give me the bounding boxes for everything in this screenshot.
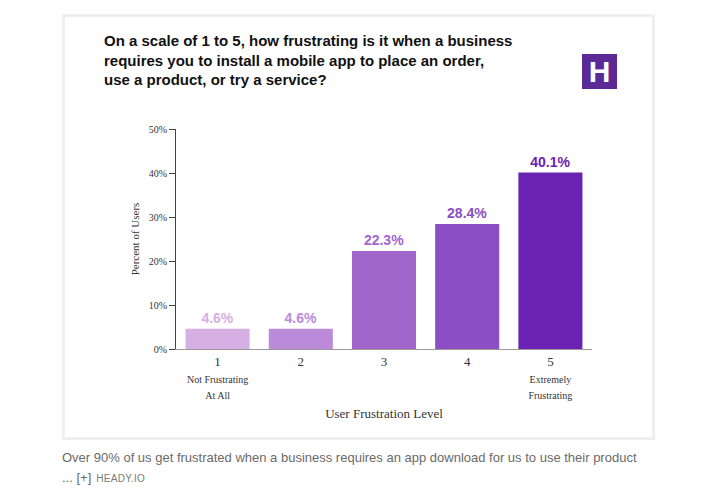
svg-text:4.6%: 4.6% — [201, 310, 233, 326]
html-text:Over 90% of us get frustrated: Over 90% of us get frustrated when a bus… — [62, 450, 637, 485]
svg-text:20%: 20% — [149, 256, 167, 267]
svg-text:4: 4 — [464, 354, 471, 369]
svg-text:5ExtremelyFrustrating: 5ExtremelyFrustrating — [528, 354, 572, 402]
svg-text:50%: 50% — [149, 124, 167, 135]
svg-text:30%: 30% — [149, 212, 167, 223]
svg-text:22.3%: 22.3% — [364, 232, 404, 248]
svg-text:Percent of Users: Percent of Users — [129, 203, 141, 276]
svg-text:40.1%: 40.1% — [530, 154, 570, 170]
svg-text:User Frustration Level: User Frustration Level — [325, 406, 443, 421]
svg-text:1Not FrustratingAt All: 1Not FrustratingAt All — [187, 354, 248, 402]
svg-text:0%: 0% — [154, 344, 167, 355]
svg-text:40%: 40% — [149, 168, 167, 179]
html-text:H: H — [588, 55, 611, 88]
svg-text:3: 3 — [381, 354, 388, 369]
svg-text:4.6%: 4.6% — [285, 310, 317, 326]
svg-text:28.4%: 28.4% — [447, 205, 487, 221]
svg-text:On a scale of 1 to 5, how frus: On a scale of 1 to 5, how frustrating is… — [104, 32, 512, 88]
svg-text:2: 2 — [298, 354, 305, 369]
svg-text:10%: 10% — [149, 300, 167, 311]
